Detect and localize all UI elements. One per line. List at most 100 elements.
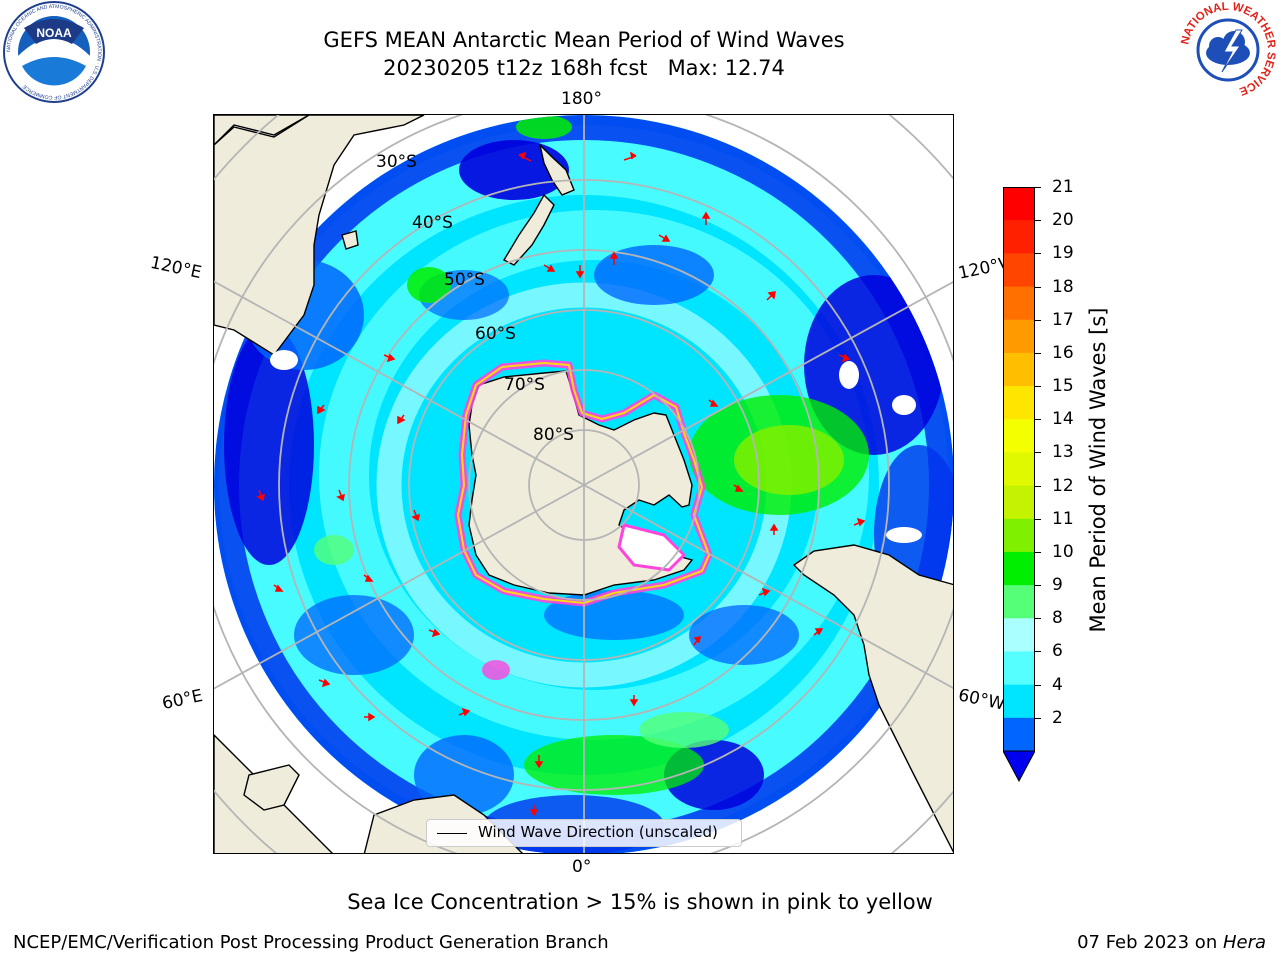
colorbar-tick-mark	[1035, 684, 1041, 686]
colorbar-tick-mark	[1035, 386, 1041, 388]
wave-arrow	[629, 695, 639, 707]
map-legend: Wind Wave Direction (unscaled)	[426, 819, 742, 847]
colorbar-tick-mark	[1035, 419, 1041, 421]
colorbar-tick-mark	[1035, 187, 1041, 188]
colorbar-tick-label: 18	[1052, 276, 1074, 297]
colorbar-tick-label: 12	[1052, 475, 1074, 496]
noaa-logo-text: NOAA	[36, 26, 72, 40]
wave-arrow	[766, 291, 776, 301]
colorbar-tick-mark	[1035, 485, 1041, 487]
wave-arrow	[529, 805, 539, 817]
colorbar-segment	[1003, 585, 1035, 619]
colorbar-segment	[1003, 286, 1035, 321]
colorbar-tick-label: 4	[1052, 674, 1063, 695]
wave-arrow	[318, 678, 331, 688]
colorbar-tick-label: 2	[1052, 707, 1063, 728]
colorbar-segment	[1003, 319, 1035, 354]
legend-line-sample	[437, 833, 467, 834]
lon-label-60e: 60°E	[160, 685, 205, 715]
colorbar-label: Mean Period of Wind Waves [s]	[1086, 307, 1110, 633]
wave-arrow	[609, 251, 619, 265]
australia-main	[214, 115, 425, 356]
wave-arrow	[733, 484, 744, 492]
colorbar-extend-triangle	[1003, 750, 1035, 782]
colorbar-segment	[1003, 352, 1035, 387]
colorbar-tick-label: 10	[1052, 541, 1074, 562]
footer-date: 07 Feb 2023 on Hera	[1077, 932, 1266, 953]
weddell-ice	[617, 523, 686, 572]
lat-label-40s: 40°S	[412, 213, 453, 233]
lon-label-0: 0°	[572, 857, 592, 877]
colorbar-tick-label: 20	[1052, 210, 1074, 231]
colorbar-tick-mark	[1035, 717, 1041, 719]
colorbar-outline	[1003, 187, 1035, 751]
wave-arrow	[534, 755, 544, 769]
wave-arrow	[575, 265, 585, 279]
colorbar-tick-mark	[1035, 253, 1041, 255]
wave-arrow	[853, 517, 866, 527]
south-america	[792, 544, 953, 853]
colorbar-tick-mark	[1035, 585, 1041, 587]
colorbar-tick-label: 13	[1052, 442, 1074, 463]
colorbar-tick-mark	[1035, 651, 1041, 653]
wave-arrow	[336, 489, 345, 502]
colorbar-tick-label: 14	[1052, 409, 1074, 430]
wave-arrow	[273, 584, 284, 592]
footer-credit: NCEP/EMC/Verification Post Processing Pr…	[13, 932, 609, 953]
colorbar-tick-label: 15	[1052, 376, 1074, 397]
colorbar-segment	[1003, 253, 1035, 288]
wave-arrow	[813, 628, 824, 636]
wave-arrow	[658, 234, 671, 242]
colorbar-segment	[1003, 518, 1035, 553]
lat-label-50s: 50°S	[444, 270, 485, 290]
colorbar-segment	[1003, 551, 1035, 586]
footer-host: Hera	[1222, 932, 1266, 953]
wave-arrow	[693, 636, 701, 646]
colorbar-segment	[1003, 419, 1035, 454]
wind-wave-arrows	[256, 151, 866, 817]
wave-arrow	[363, 574, 374, 582]
colorbar-segment	[1003, 220, 1035, 254]
colorbar-tick-mark	[1035, 551, 1041, 553]
colorbar-tick-label: 9	[1052, 575, 1063, 596]
colorbar-segment	[1003, 485, 1035, 520]
wave-arrow	[758, 587, 771, 597]
wave-arrow	[364, 712, 376, 722]
colorbar-segment	[1003, 717, 1035, 752]
noaa-logo: NOAA NATIONAL OCEANIC AND ATMOSPHERIC AD…	[3, 1, 105, 103]
colorbar-tick-mark	[1035, 286, 1041, 288]
colorbar-tick-mark	[1035, 452, 1041, 454]
wave-arrow	[623, 151, 637, 161]
legend-label: Wind Wave Direction (unscaled)	[478, 823, 718, 841]
colorbar-tick-mark	[1035, 319, 1041, 321]
wave-arrow	[769, 523, 779, 535]
wave-arrow	[543, 264, 556, 272]
colorbar-segment	[1003, 386, 1035, 420]
colorbar-tick-mark	[1035, 352, 1041, 354]
wave-arrow	[383, 353, 396, 363]
colorbar-tick-mark	[1035, 518, 1041, 520]
wave-arrow	[317, 404, 326, 415]
lon-label-180: 180°	[561, 89, 602, 109]
colorbar-segment	[1003, 452, 1035, 487]
graticule	[214, 115, 953, 853]
colorbar-segment	[1003, 684, 1035, 719]
tasmania	[341, 230, 359, 250]
nodata-patches	[270, 350, 922, 543]
new-zealand-north	[538, 142, 575, 196]
map-canvas	[214, 115, 953, 853]
colorbar-segment	[1003, 651, 1035, 686]
lat-label-30s: 30°S	[376, 152, 417, 172]
title-line1: GEFS MEAN Antarctic Mean Period of Wind …	[323, 28, 845, 52]
colorbar-tick-label: 19	[1052, 243, 1074, 264]
lat-label-70s: 70°S	[504, 375, 545, 395]
map-panel: 30°S 40°S 50°S 60°S 70°S 80°S Wind Wave …	[213, 114, 954, 854]
madagascar	[243, 764, 300, 811]
wave-arrow	[256, 489, 265, 502]
wave-arrow	[701, 211, 711, 225]
lat-label-60s: 60°S	[475, 324, 516, 344]
wave-arrow	[458, 707, 471, 717]
colorbar-tick-label: 16	[1052, 342, 1074, 363]
colorbar-tick-label: 6	[1052, 641, 1063, 662]
new-zealand-south	[503, 193, 555, 266]
